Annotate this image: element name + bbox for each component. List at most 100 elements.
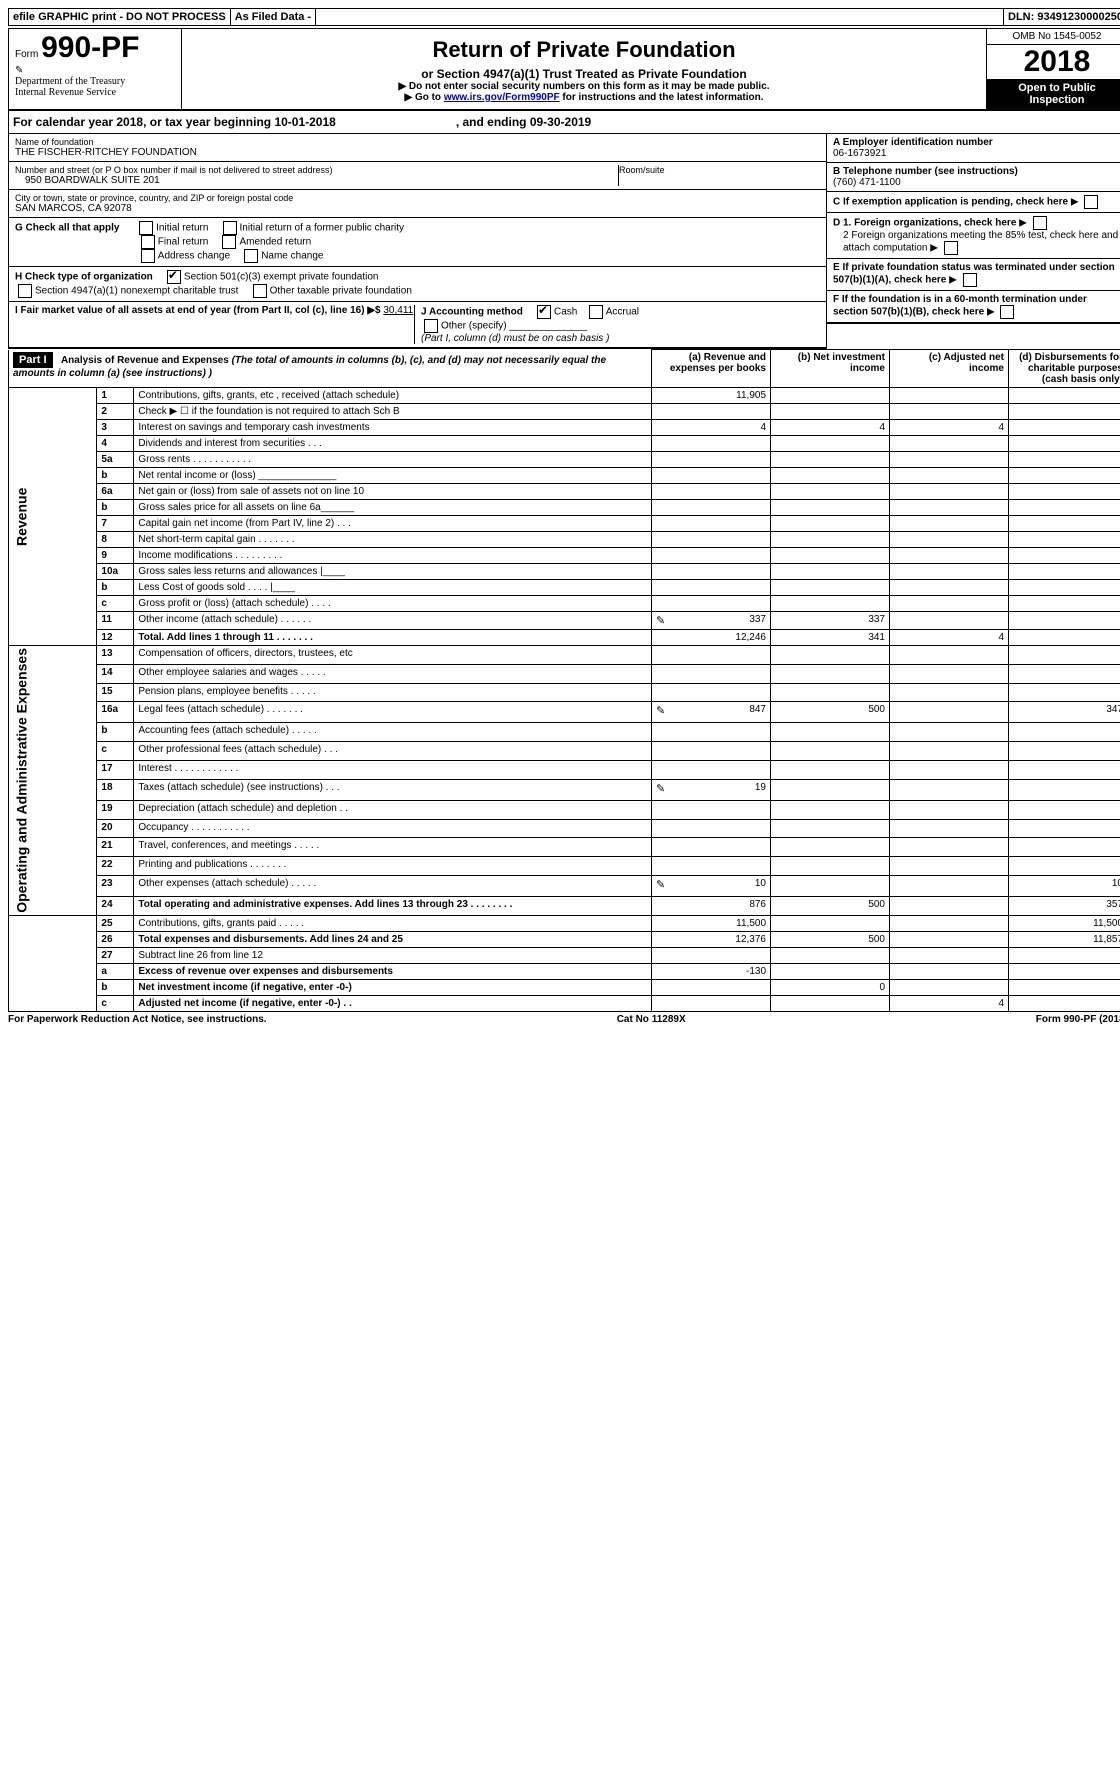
c-label: C If exemption application is pending, c…: [833, 197, 1068, 208]
checkbox-d2[interactable]: [944, 241, 958, 255]
footer-mid: Cat No 11289X: [617, 1014, 686, 1025]
cell-d: [1009, 664, 1120, 683]
checkbox-amended[interactable]: [222, 235, 236, 249]
tel-label: B Telephone number (see instructions): [833, 166, 1120, 177]
cell-a: 337: [652, 612, 771, 630]
cell-b: 4: [771, 420, 890, 436]
checkbox-cash[interactable]: [537, 305, 551, 319]
checkbox-initial[interactable]: [139, 221, 153, 235]
cell-b: [771, 947, 890, 963]
cell-a: [652, 760, 771, 779]
cell-c: [890, 838, 1009, 857]
irs-link[interactable]: www.irs.gov/Form990PF: [444, 92, 560, 103]
row-num: b: [97, 723, 134, 742]
j-note: (Part I, column (d) must be on cash basi…: [421, 333, 609, 344]
checkbox-addr-change[interactable]: [141, 249, 155, 263]
ij-cell: I Fair market value of all assets at end…: [9, 302, 826, 349]
cell-d: [1009, 404, 1120, 420]
info-grid: Name of foundation THE FISCHER-RITCHEY F…: [8, 134, 1120, 349]
row-num: 26: [97, 931, 134, 947]
attachment-icon[interactable]: [656, 878, 668, 891]
attachment-icon[interactable]: [656, 704, 668, 717]
cell-c: [890, 915, 1009, 931]
cell-c: [890, 646, 1009, 665]
cell-a: [652, 532, 771, 548]
checkbox-d1[interactable]: [1033, 216, 1047, 230]
cell-a: [652, 857, 771, 876]
room-label: Room/suite: [619, 165, 820, 175]
table-row: 2Check ▶ ☐ if the foundation is not requ…: [9, 404, 1120, 420]
cell-c: [890, 963, 1009, 979]
checkbox-accrual[interactable]: [589, 305, 603, 319]
row-label: Subtract line 26 from line 12: [134, 947, 652, 963]
cell-c: 4: [890, 420, 1009, 436]
attachment-icon[interactable]: [656, 614, 668, 627]
cell-a: 847: [652, 702, 771, 723]
cell-a: 12,246: [652, 630, 771, 646]
i-label-a: I Fair market value of all assets at end…: [15, 305, 383, 316]
row-label: Total expenses and disbursements. Add li…: [134, 931, 652, 947]
checkbox-4947[interactable]: [18, 284, 32, 298]
fmv-value: 30,411: [383, 305, 413, 316]
cell-a: [652, 742, 771, 761]
table-row: 14Other employee salaries and wages . . …: [9, 664, 1120, 683]
opt-amended: Amended return: [239, 237, 311, 248]
h-cell: H Check type of organization Section 501…: [9, 267, 826, 302]
checkbox-f[interactable]: [1000, 305, 1014, 319]
checkbox-501c3[interactable]: [167, 270, 181, 284]
cell-d: [1009, 947, 1120, 963]
table-row: 16aLegal fees (attach schedule) . . . . …: [9, 702, 1120, 723]
scroll-icon: ✎: [15, 65, 23, 76]
row-num: a: [97, 963, 134, 979]
note2-post: for instructions and the latest informat…: [560, 92, 764, 103]
cell-d: 10: [1009, 875, 1120, 896]
checkbox-other-method[interactable]: [424, 319, 438, 333]
checkbox-initial-former[interactable]: [223, 221, 237, 235]
cell-d: [1009, 452, 1120, 468]
cell-c: 4: [890, 630, 1009, 646]
cell-d: [1009, 580, 1120, 596]
table-row: 9Income modifications . . . . . . . . .: [9, 548, 1120, 564]
attachment-icon[interactable]: [656, 782, 668, 795]
col-c-header: (c) Adjusted net income: [890, 350, 1009, 388]
row-label: Printing and publications . . . . . . .: [134, 857, 652, 876]
cell-a: 19: [652, 779, 771, 800]
table-row: 12Total. Add lines 1 through 11 . . . . …: [9, 630, 1120, 646]
cell-b: [771, 779, 890, 800]
cell-c: [890, 702, 1009, 723]
table-row: 26Total expenses and disbursements. Add …: [9, 931, 1120, 947]
cell-d: [1009, 646, 1120, 665]
col-b-header: (b) Net investment income: [771, 350, 890, 388]
cell-b: [771, 596, 890, 612]
cell-c: [890, 819, 1009, 838]
checkbox-c[interactable]: [1084, 195, 1098, 209]
addr-cell: Number and street (or P O box number if …: [9, 162, 826, 190]
cell-c: [890, 436, 1009, 452]
table-row: 5aGross rents . . . . . . . . . . .: [9, 452, 1120, 468]
table-row: 17Interest . . . . . . . . . . . .: [9, 760, 1120, 779]
checkbox-name-change[interactable]: [244, 249, 258, 263]
row-label: Interest on savings and temporary cash i…: [134, 420, 652, 436]
row-num: 7: [97, 516, 134, 532]
part1-table: Part I Analysis of Revenue and Expenses …: [8, 349, 1120, 1012]
row-label: Contributions, gifts, grants, etc , rece…: [134, 388, 652, 404]
row-num: 24: [97, 896, 134, 915]
checkbox-e[interactable]: [963, 273, 977, 287]
name-label: Name of foundation: [15, 137, 820, 147]
checkbox-final[interactable]: [141, 235, 155, 249]
row-label: Capital gain net income (from Part IV, l…: [134, 516, 652, 532]
cell-b: [771, 915, 890, 931]
cell-d: [1009, 548, 1120, 564]
table-row: bLess Cost of goods sold . . . . |____: [9, 580, 1120, 596]
table-row: 3Interest on savings and temporary cash …: [9, 420, 1120, 436]
cell-a: [652, 404, 771, 420]
cell-a: 876: [652, 896, 771, 915]
col-a-header: (a) Revenue and expenses per books: [652, 350, 771, 388]
cell-a: [652, 516, 771, 532]
d1-label: D 1. Foreign organizations, check here: [833, 218, 1016, 229]
table-row: 6aNet gain or (loss) from sale of assets…: [9, 484, 1120, 500]
tel-cell: B Telephone number (see instructions) (7…: [827, 163, 1120, 192]
cell-c: [890, 742, 1009, 761]
tax-year: 2018: [987, 45, 1120, 79]
checkbox-other-tax[interactable]: [253, 284, 267, 298]
